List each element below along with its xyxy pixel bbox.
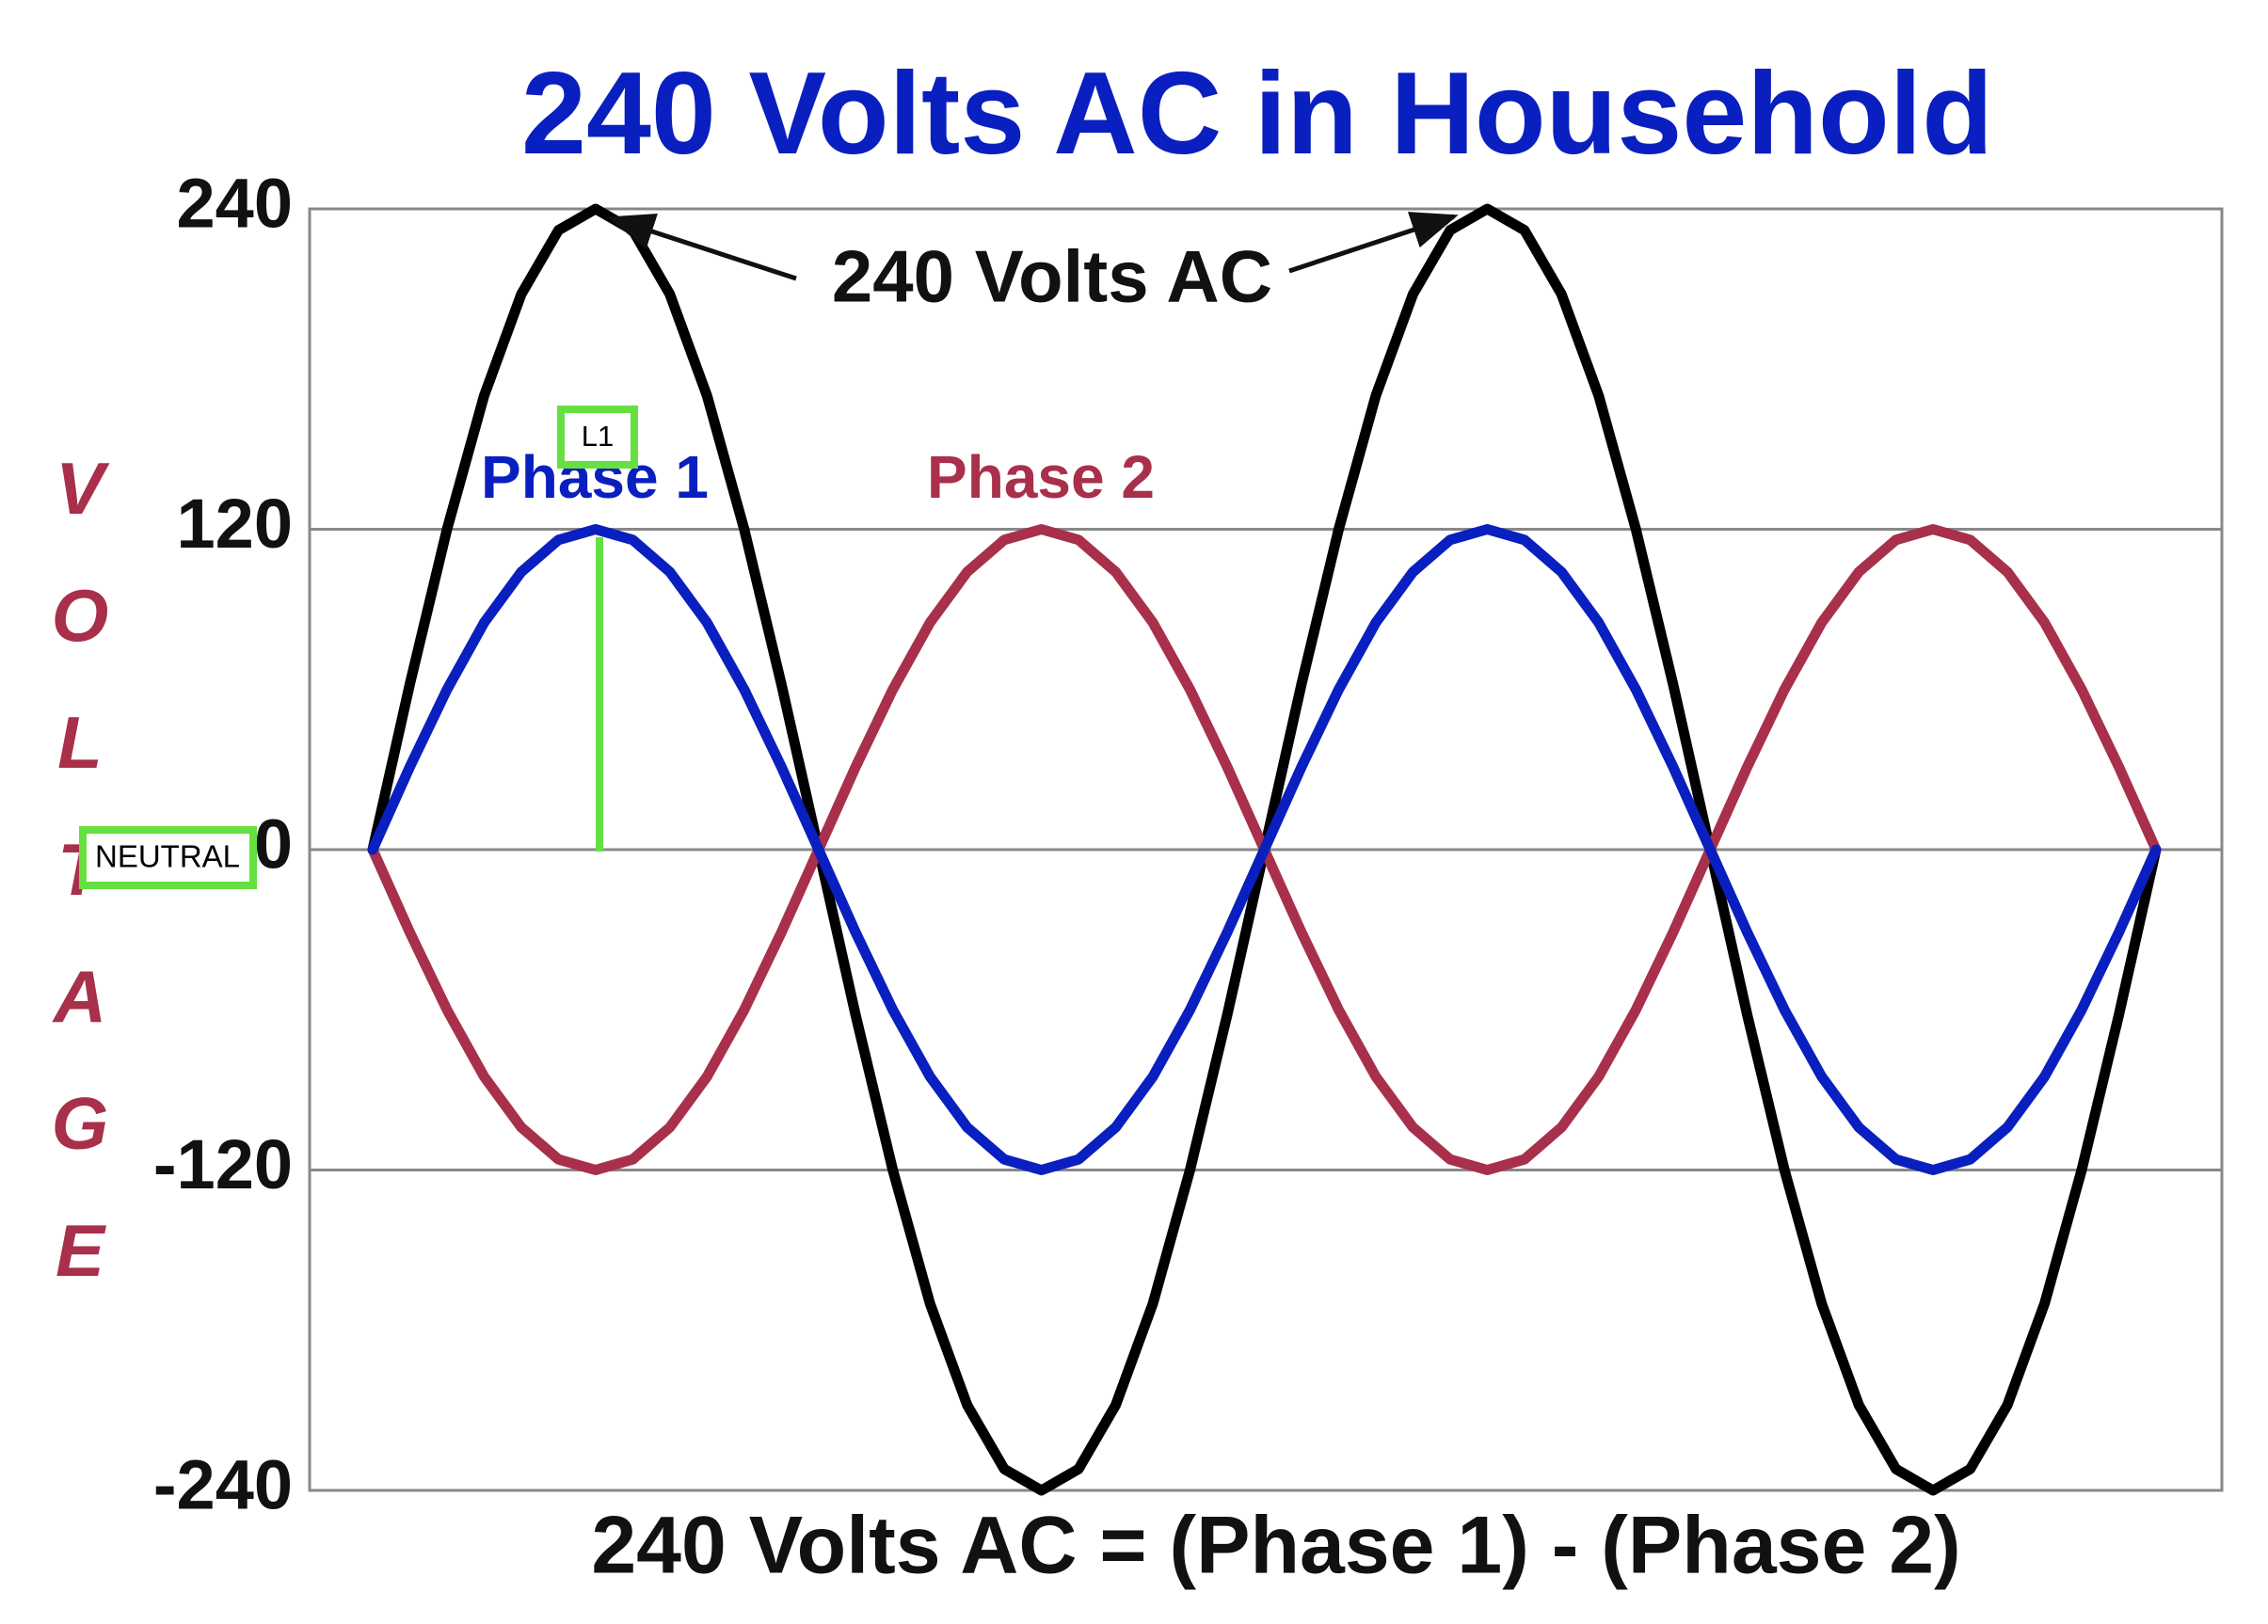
- l1-box: [557, 406, 638, 469]
- series-label: 240 Volts AC: [832, 235, 1272, 318]
- y-tick-label: -240: [153, 1446, 293, 1524]
- y-tick-label: 240: [177, 165, 293, 243]
- y-tick-label: 120: [177, 485, 293, 563]
- series-line: [367, 524, 2162, 1175]
- l1-label: L1: [582, 420, 614, 453]
- y-tick-label: 0: [254, 805, 293, 884]
- annotation-arrow: [1288, 212, 1459, 274]
- annotation-arrow: [607, 213, 797, 281]
- footer-formula: 240 Volts AC = (Phase 1) - (Phase 2): [591, 1501, 1960, 1591]
- y-tick-label: -120: [153, 1125, 293, 1203]
- chart-title: 240 Volts AC in Household: [521, 49, 1993, 179]
- series-label: Phase 2: [927, 443, 1155, 511]
- neutral-label: NEUTRAL: [95, 839, 240, 874]
- neutral-box: [79, 826, 257, 889]
- y-axis-label: VOLTAGE: [39, 447, 121, 1336]
